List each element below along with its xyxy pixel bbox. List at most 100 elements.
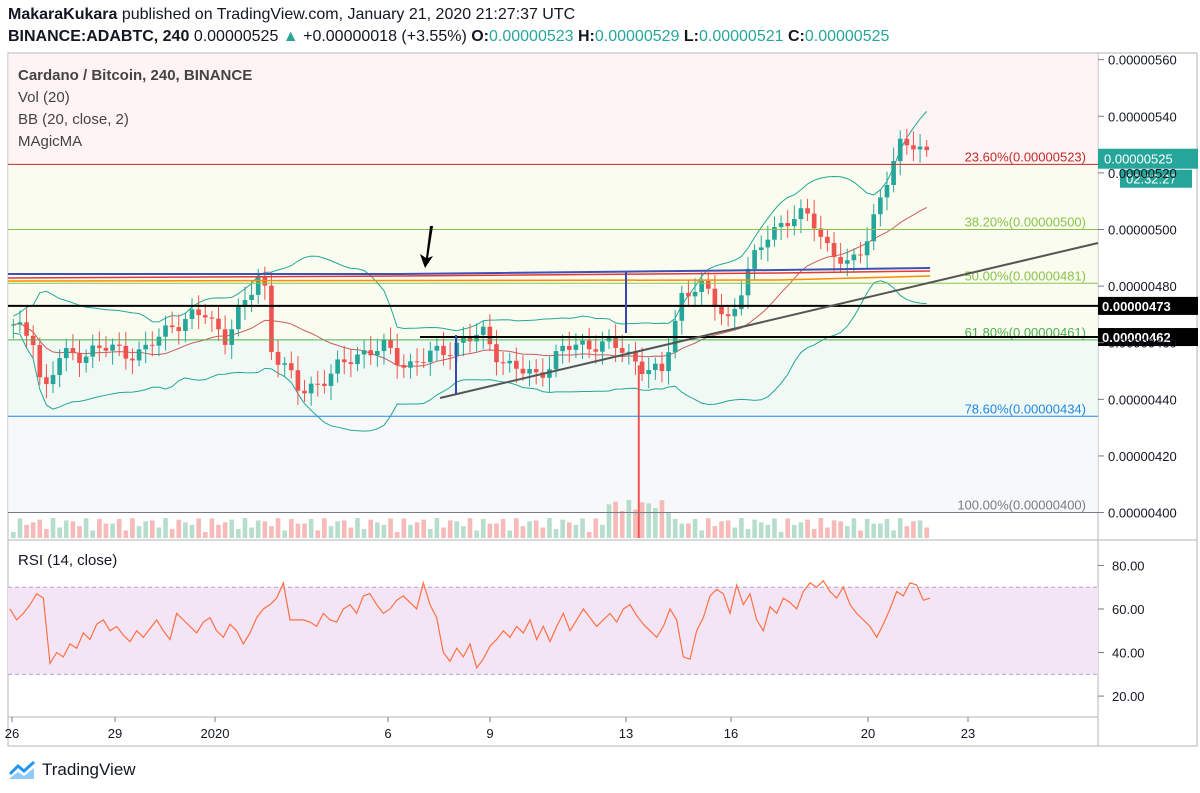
open-value: 0.00000523 — [489, 28, 574, 45]
candle-body — [500, 362, 506, 364]
candle-body — [924, 146, 930, 151]
volume-bar — [871, 523, 877, 538]
candle-body — [514, 360, 519, 369]
support-price-label: 0.00000462 — [1102, 330, 1171, 345]
volume-bar — [480, 518, 486, 538]
candle-body — [10, 324, 16, 326]
author-name[interactable]: MakaraKukara — [8, 6, 118, 23]
candle-body — [255, 276, 261, 295]
volume-bar — [686, 523, 691, 538]
price-axis-label: 0.00000500 — [1108, 222, 1177, 237]
candle-body — [639, 361, 645, 375]
volume-bar — [792, 524, 797, 538]
candle-body — [699, 281, 704, 292]
candle-body — [533, 369, 539, 373]
volume-bar — [811, 528, 817, 538]
countdown-label: 02:32:27 — [1126, 172, 1177, 187]
candle-body — [361, 350, 367, 355]
fib-level-label: 23.60%(0.00000523) — [965, 149, 1086, 164]
volume-bar — [302, 523, 307, 538]
candle-body — [805, 208, 810, 214]
volume-bar — [295, 523, 301, 538]
volume-bar — [586, 531, 592, 538]
tradingview-logo[interactable]: TradingView — [8, 760, 136, 780]
candle-body — [566, 345, 572, 350]
candle-body — [196, 309, 201, 316]
volume-bar — [269, 526, 274, 538]
volume-bar — [216, 524, 221, 538]
volume-bar — [778, 531, 784, 538]
low-value: 0.00000521 — [698, 28, 784, 45]
publish-text: published on TradingView.com, January 21… — [121, 6, 576, 23]
candle-body — [394, 347, 400, 365]
price-axis-label: 0.00000520 — [1108, 166, 1177, 181]
volume-bar — [500, 519, 506, 538]
candle-body — [83, 356, 89, 363]
volume-bar — [222, 522, 228, 538]
candle-body — [692, 291, 698, 297]
price-axis-label: 0.00000560 — [1108, 53, 1177, 68]
volume-bar — [897, 518, 903, 538]
candle-body — [110, 344, 115, 351]
countdown-tag — [1120, 169, 1192, 188]
price-axis-label: 0.00000540 — [1108, 109, 1177, 124]
candle-body — [474, 334, 479, 342]
indicator-legend-label: MAgicMA — [18, 133, 82, 150]
volume-bar — [381, 524, 387, 538]
volume-bar — [474, 530, 479, 538]
volume-bar — [494, 523, 499, 538]
price-axis-label: 0.00000420 — [1108, 449, 1177, 464]
volume-bar — [560, 519, 565, 538]
candle-body — [308, 383, 314, 394]
volume-bar — [699, 530, 704, 538]
candle-body — [798, 208, 804, 220]
volume-bar — [401, 518, 407, 538]
price-axis-label: 0.00000460 — [1108, 336, 1177, 351]
candle-body — [772, 226, 777, 240]
candle-body — [408, 361, 413, 368]
volume-bar — [57, 527, 62, 538]
candle-body — [844, 260, 850, 264]
candle-body — [818, 228, 824, 237]
rsi-band — [8, 587, 1098, 675]
low-label: L: — [683, 28, 699, 45]
volume-bar — [765, 524, 771, 538]
time-axis-label: 26 — [5, 726, 19, 741]
rsi-axis-label: 20.00 — [1112, 689, 1145, 704]
volume-bar — [17, 518, 23, 538]
volume-bar — [917, 520, 923, 538]
candle-body — [30, 335, 36, 346]
time-axis-label: 23 — [961, 726, 975, 741]
volume-bar — [375, 522, 380, 538]
volume-bar — [189, 524, 195, 538]
volume-bar — [97, 518, 102, 538]
volume-bar — [487, 523, 493, 538]
candle-body — [269, 285, 274, 352]
rsi-line — [9, 579, 931, 670]
candle-body — [904, 138, 910, 146]
candle-body — [686, 292, 691, 297]
volume-bar — [275, 518, 281, 538]
volume-bar — [355, 518, 360, 538]
volume-bar — [924, 527, 930, 538]
candle-body — [335, 359, 340, 374]
candle-body — [381, 339, 387, 352]
candle-body — [355, 354, 360, 365]
time-axis-label: 6 — [384, 726, 391, 741]
candle-body — [236, 306, 241, 330]
candle-body — [580, 340, 585, 345]
volume-bar — [183, 522, 188, 538]
candle-body — [77, 353, 82, 363]
volume-bar — [838, 521, 843, 538]
volume-bar — [798, 522, 804, 538]
volume-bar — [606, 504, 612, 538]
volume-bar — [328, 526, 334, 538]
magicma-orange-line — [7, 275, 931, 282]
volume-bar — [593, 518, 599, 538]
candle-body — [295, 370, 301, 391]
candle-body — [328, 373, 334, 386]
candle-body — [427, 350, 433, 363]
candle-body — [183, 318, 188, 332]
candle-body — [725, 314, 731, 317]
